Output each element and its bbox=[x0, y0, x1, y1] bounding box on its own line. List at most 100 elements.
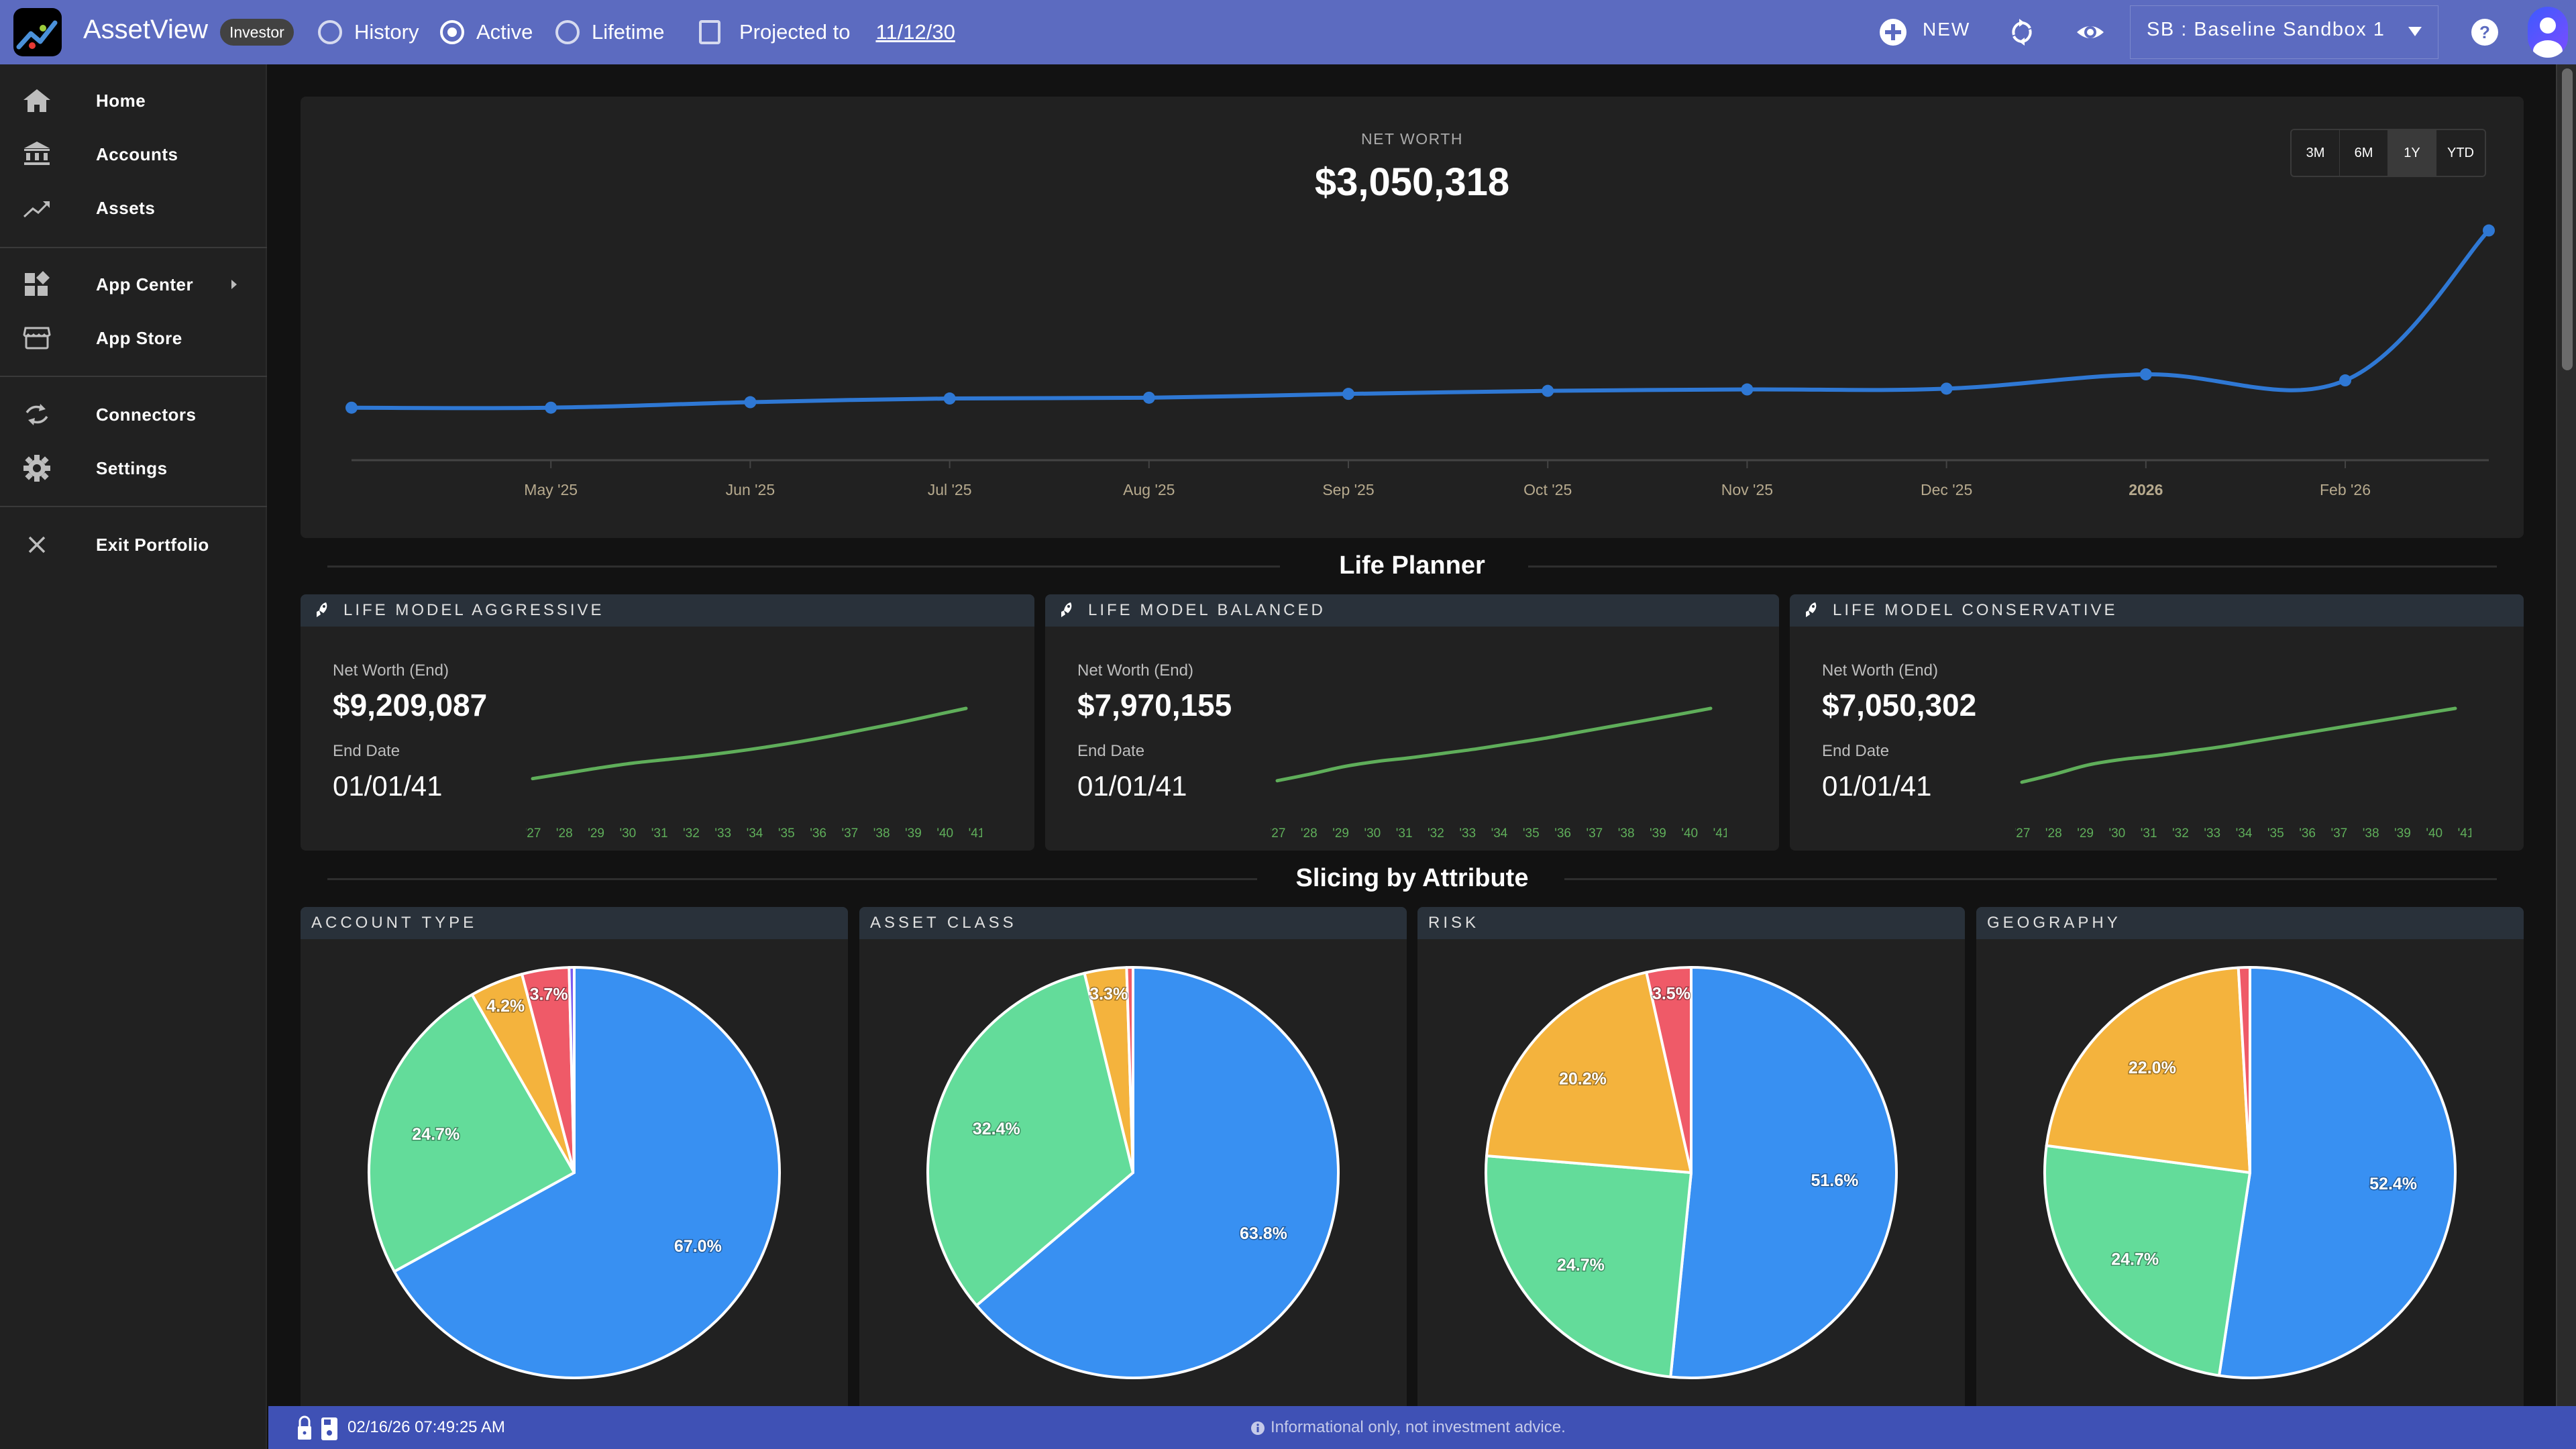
sidebar-item-label: Accounts bbox=[96, 144, 178, 164]
sidebar-item-home[interactable]: Home bbox=[0, 74, 267, 127]
projected-toggle[interactable]: Projected to 11/12/30 bbox=[699, 16, 955, 48]
pie-card-geography: GEOGRAPHY 52.4% 24.7% 22.0% bbox=[1976, 907, 2524, 1417]
sidebar-item-exit-portfolio[interactable]: Exit Portfolio bbox=[0, 518, 267, 572]
svg-text:?: ? bbox=[2479, 22, 2490, 42]
pie-slice-label: 24.7% bbox=[412, 1125, 460, 1144]
radio-history[interactable] bbox=[318, 20, 342, 44]
card-title: RISK bbox=[1428, 914, 1480, 932]
radio-lifetime[interactable] bbox=[555, 20, 580, 44]
sidebar-divider bbox=[0, 506, 267, 507]
data-point bbox=[2339, 374, 2352, 387]
projected-checkbox[interactable] bbox=[699, 20, 720, 44]
pie-slice-label: 32.4% bbox=[973, 1120, 1020, 1138]
help-icon[interactable]: ? bbox=[2470, 17, 2500, 47]
sparkline-year-label: '28 bbox=[556, 826, 573, 841]
info-icon bbox=[1251, 1421, 1265, 1435]
x-tick-label: Oct '25 bbox=[1523, 481, 1572, 498]
end-date-label: End Date bbox=[1822, 742, 1890, 760]
x-tick-label: Jun '25 bbox=[726, 481, 775, 498]
sandbox-select[interactable] bbox=[2130, 5, 2438, 59]
sparkline-year-label: '33 bbox=[2204, 826, 2220, 841]
radio-history-label: History bbox=[354, 20, 419, 44]
view-mode-active[interactable]: Active bbox=[440, 16, 533, 48]
projected-label: Projected to bbox=[739, 20, 851, 44]
view-mode-lifetime[interactable]: Lifetime bbox=[555, 16, 665, 48]
account-type-pie-chart[interactable]: 67.0% 24.7% 4.2% 3.7% bbox=[301, 939, 848, 1449]
data-point bbox=[545, 401, 557, 414]
lock-icon[interactable] bbox=[297, 1415, 313, 1441]
sidebar-divider bbox=[0, 376, 267, 377]
pie-slice bbox=[2218, 966, 2457, 1379]
pie-slice bbox=[1669, 966, 1898, 1379]
eye-icon[interactable] bbox=[2076, 17, 2105, 47]
range-ytd-button[interactable]: YTD bbox=[2436, 130, 2485, 176]
end-date-label: End Date bbox=[1077, 742, 1145, 760]
data-point bbox=[1741, 383, 1754, 396]
net-worth-line-chart[interactable]: May '25 Jun '25 Jul '25 Aug '25 Sep '25 Oct '… bbox=[301, 97, 2524, 538]
card-title: LIFE MODEL BALANCED bbox=[1088, 601, 1326, 619]
scrollbar-thumb[interactable] bbox=[2562, 68, 2573, 370]
trending-up-icon bbox=[23, 201, 50, 218]
sparkline-series bbox=[1275, 706, 1713, 783]
sidebar-item-label: Exit Portfolio bbox=[96, 534, 209, 555]
sparkline-year-label: '32 bbox=[2172, 826, 2189, 841]
sparkline-year-label: '40 bbox=[936, 826, 953, 841]
card-header: LIFE MODEL AGGRESSIVE bbox=[301, 594, 1034, 627]
balanced-sparkline: '27 '28 '29 '30 '31 '32 '33 '34 '35 '36 '37 '38 '39 '… bbox=[1271, 706, 1727, 841]
user-avatar[interactable] bbox=[2528, 7, 2568, 58]
pie-slice bbox=[2045, 966, 2251, 1174]
range-1y-button[interactable]: 1Y bbox=[2388, 130, 2436, 176]
sparkline-year-label: '30 bbox=[619, 826, 636, 841]
sidebar-item-label: Assets bbox=[96, 197, 156, 218]
data-point bbox=[744, 396, 757, 409]
refresh-icon[interactable] bbox=[2007, 17, 2037, 47]
nw-end-value: $7,970,155 bbox=[1077, 688, 1232, 722]
data-point bbox=[1940, 382, 1953, 395]
add-circle-icon[interactable] bbox=[1878, 17, 1908, 47]
sidebar-item-accounts[interactable]: Accounts bbox=[0, 127, 267, 181]
chart-logo-icon bbox=[16, 20, 58, 50]
sandbox-select-value: SB : Baseline Sandbox 1 bbox=[2147, 19, 2385, 40]
sidebar-item-settings[interactable]: Settings bbox=[0, 441, 267, 495]
radio-lifetime-label: Lifetime bbox=[592, 20, 665, 44]
net-worth-series-line bbox=[351, 229, 2491, 411]
aggressive-sparkline: '27 '28 '29 '30 '31 '32 '33 '34 '35 '36 '37 '38 '39 '… bbox=[526, 706, 982, 841]
status-bar: 02/16/26 07:49:25 AM Informational only,… bbox=[268, 1406, 2576, 1449]
sidebar-item-app-store[interactable]: App Store bbox=[0, 311, 267, 365]
data-point bbox=[1342, 388, 1355, 400]
range-3m-button[interactable]: 3M bbox=[2292, 130, 2340, 176]
section-divider bbox=[1528, 566, 2497, 568]
asset-class-pie-chart[interactable]: 63.8% 32.4% 3.3% bbox=[859, 939, 1407, 1449]
end-date-value: 01/01/41 bbox=[1077, 770, 1187, 802]
view-mode-history[interactable]: History bbox=[318, 16, 419, 48]
sidebar-item-connectors[interactable]: Connectors bbox=[0, 388, 267, 441]
life-model-card-balanced[interactable]: LIFE MODEL BALANCED Net Worth (End) $7,9… bbox=[1045, 594, 1779, 851]
sidebar-item-app-center[interactable]: App Center bbox=[0, 258, 267, 311]
life-model-card-aggressive[interactable]: LIFE MODEL AGGRESSIVE Net Worth (End) $9… bbox=[301, 594, 1034, 851]
card-title: GEOGRAPHY bbox=[1987, 914, 2121, 932]
sparkline-year-label: '27 bbox=[526, 826, 541, 841]
net-worth-label: NET WORTH bbox=[1361, 130, 1463, 148]
projected-date-link[interactable]: 11/12/30 bbox=[875, 20, 955, 44]
geography-pie-chart[interactable]: 52.4% 24.7% 22.0% bbox=[1976, 939, 2524, 1449]
rocket-icon bbox=[317, 602, 327, 617]
nw-end-value: $7,050,302 bbox=[1822, 688, 1977, 722]
sparkline-year-label: '29 bbox=[2077, 826, 2094, 841]
radio-active[interactable] bbox=[440, 20, 464, 44]
time-range-toggle: 3M 6M 1Y YTD bbox=[2290, 129, 2486, 177]
app-logo[interactable] bbox=[13, 8, 62, 56]
range-6m-button[interactable]: 6M bbox=[2340, 130, 2388, 176]
pie-slice-label: 63.8% bbox=[1240, 1224, 1287, 1243]
life-model-card-conservative[interactable]: LIFE MODEL CONSERVATIVE Net Worth (End) … bbox=[1790, 594, 2524, 851]
sparkline-year-label: '35 bbox=[778, 826, 795, 841]
section-divider bbox=[327, 566, 1280, 568]
pie-slice-label: 24.7% bbox=[2111, 1250, 2159, 1269]
risk-pie-chart[interactable]: 51.6% 24.7% 20.2% 3.5% bbox=[1417, 939, 1965, 1449]
vertical-scrollbar[interactable] bbox=[2556, 64, 2576, 1406]
sparkline-year-label: '34 bbox=[2236, 826, 2253, 841]
new-button[interactable]: NEW bbox=[1923, 19, 1971, 40]
save-icon[interactable] bbox=[321, 1417, 338, 1441]
sidebar-item-assets[interactable]: Assets bbox=[0, 181, 267, 235]
sparkline-year-label: '36 bbox=[1554, 826, 1571, 841]
pie-slice-label: 51.6% bbox=[1811, 1171, 1858, 1190]
